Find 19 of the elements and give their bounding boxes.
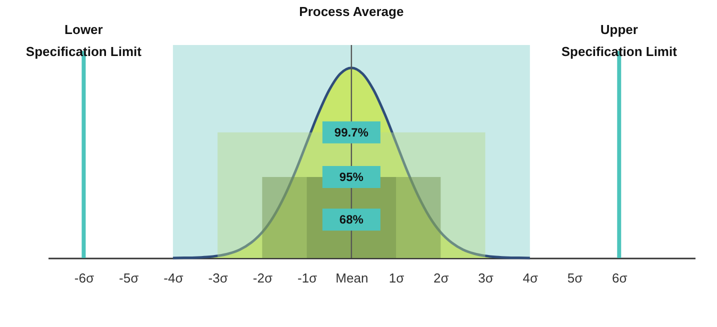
x-tick-label: 2σ: [434, 270, 449, 286]
x-tick-label: 5σ: [567, 270, 583, 286]
x-tick-label: 1σ: [388, 270, 404, 286]
x-tick-label: 6σ: [612, 270, 628, 286]
x-tick-label: -4σ: [164, 270, 184, 286]
ref-line-label: Process Average: [299, 4, 404, 19]
band-label: 99.7%: [334, 125, 369, 140]
x-tick-label: -6σ: [74, 270, 94, 286]
x-tick-label: -3σ: [208, 270, 228, 286]
ref-line-label: Upper Specification Limit: [561, 22, 678, 59]
band-label: 95%: [339, 170, 364, 184]
x-tick-label: 3σ: [478, 270, 494, 286]
x-tick-label: 4σ: [522, 270, 538, 286]
ref-line-label: Lower Specification Limit: [26, 22, 142, 59]
band-label: 68%: [339, 212, 364, 227]
x-tick-label: -5σ: [119, 270, 139, 286]
x-tick-label: -1σ: [298, 270, 318, 286]
x-tick-label: -2σ: [252, 270, 272, 286]
x-tick-label: Mean: [336, 270, 368, 286]
